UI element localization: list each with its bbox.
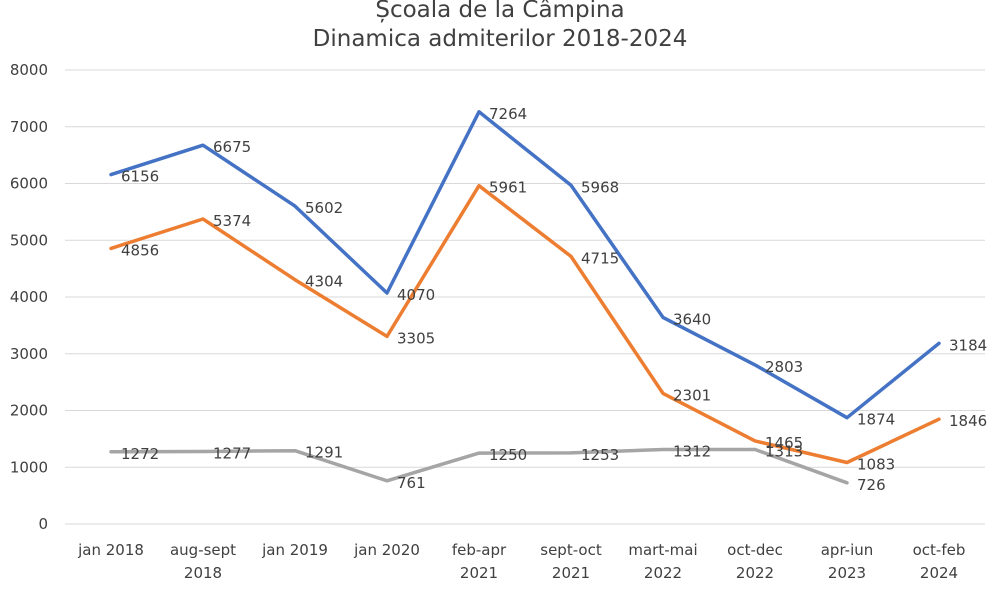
x-tick-label: sept-oct <box>540 541 602 559</box>
series-lines <box>109 110 941 485</box>
chart-title-line-1: Școala de la Câmpina <box>375 0 624 23</box>
series-blue-data-label: 6675 <box>213 138 251 156</box>
series-blue-data-label: 7264 <box>489 105 527 123</box>
y-tick-label: 6000 <box>10 175 48 193</box>
series-gray-data-label: 726 <box>857 476 886 494</box>
series-orange-line <box>109 183 941 465</box>
x-tick-label: 2018 <box>184 564 222 582</box>
y-tick-label: 5000 <box>10 231 48 249</box>
series-gray-data-label: 1253 <box>581 446 619 464</box>
series-gray-data-label: 1250 <box>489 446 527 464</box>
y-tick-label: 3000 <box>10 345 48 363</box>
series-orange-data-label: 1846 <box>949 412 987 430</box>
x-tick-label: 2022 <box>644 564 682 582</box>
series-orange-data-label: 5374 <box>213 212 251 230</box>
gridlines <box>65 69 985 525</box>
series-orange-data-label: 4304 <box>305 273 343 291</box>
series-blue-data-label: 3184 <box>949 336 987 354</box>
chart-title: Școala de la Câmpina Dinamica admiterilo… <box>313 0 688 52</box>
x-tick-label: mart-mai <box>628 541 697 559</box>
x-tick-label: jan 2018 <box>77 541 144 559</box>
x-tick-label: oct-feb <box>913 541 966 559</box>
x-axis-tick-labels: jan 2018 aug-sept 2018 jan 2019 jan 2020 feb-… <box>77 541 965 582</box>
series-blue-data-label: 2803 <box>765 358 803 376</box>
series-orange-data-label: 4715 <box>581 249 619 267</box>
series-gray-data-label: 1313 <box>765 442 803 460</box>
x-tick-label: 2021 <box>552 564 590 582</box>
series-orange-data-label: 3305 <box>397 329 435 347</box>
x-tick-label: jan 2019 <box>261 541 328 559</box>
y-axis-tick-labels: 0 1000 2000 3000 4000 5000 6000 7000 8000 <box>10 61 48 533</box>
series-blue-line <box>109 110 941 420</box>
x-tick-label: apr-iun <box>821 541 874 559</box>
x-tick-label: 2021 <box>460 564 498 582</box>
series-gray-data-label: 761 <box>397 474 426 492</box>
series-gray-data-label: 1277 <box>213 445 251 463</box>
x-tick-label: aug-sept <box>170 541 236 559</box>
series-gray-line <box>109 447 849 485</box>
series-gray-data-label: 1272 <box>121 445 159 463</box>
series-orange-data-label: 2301 <box>673 386 711 404</box>
y-tick-label: 4000 <box>10 288 48 306</box>
x-tick-label: 2024 <box>920 564 958 582</box>
series-blue-data-label: 6156 <box>121 168 159 186</box>
chart-title-line-2: Dinamica admiterilor 2018-2024 <box>313 26 688 52</box>
x-tick-label: feb-apr <box>452 541 507 559</box>
series-blue-data-label: 4070 <box>397 286 435 304</box>
series-blue-data-label: 3640 <box>673 310 711 328</box>
x-tick-label: 2022 <box>736 564 774 582</box>
x-tick-label: 2023 <box>828 564 866 582</box>
series-gray-data-label: 1312 <box>673 443 711 461</box>
x-tick-label: jan 2020 <box>353 541 420 559</box>
data-labels: 6156 6675 5602 4070 7264 5968 3640 2803 1874 3184… <box>121 105 987 494</box>
y-tick-label: 0 <box>38 515 48 533</box>
x-tick-label: oct-dec <box>727 541 783 559</box>
series-blue-data-label: 5968 <box>581 178 619 196</box>
series-orange-data-label: 1083 <box>857 456 895 474</box>
y-tick-label: 2000 <box>10 402 48 420</box>
y-tick-label: 1000 <box>10 458 48 476</box>
series-orange-data-label: 5961 <box>489 179 527 197</box>
series-gray-data-label: 1291 <box>305 444 343 462</box>
y-tick-label: 8000 <box>10 61 48 79</box>
series-orange-data-label: 1465 <box>765 434 803 452</box>
series-blue-data-label: 1874 <box>857 411 895 429</box>
series-orange-data-label: 4856 <box>121 241 159 259</box>
series-blue-data-label: 5602 <box>305 199 343 217</box>
y-tick-label: 7000 <box>10 118 48 136</box>
